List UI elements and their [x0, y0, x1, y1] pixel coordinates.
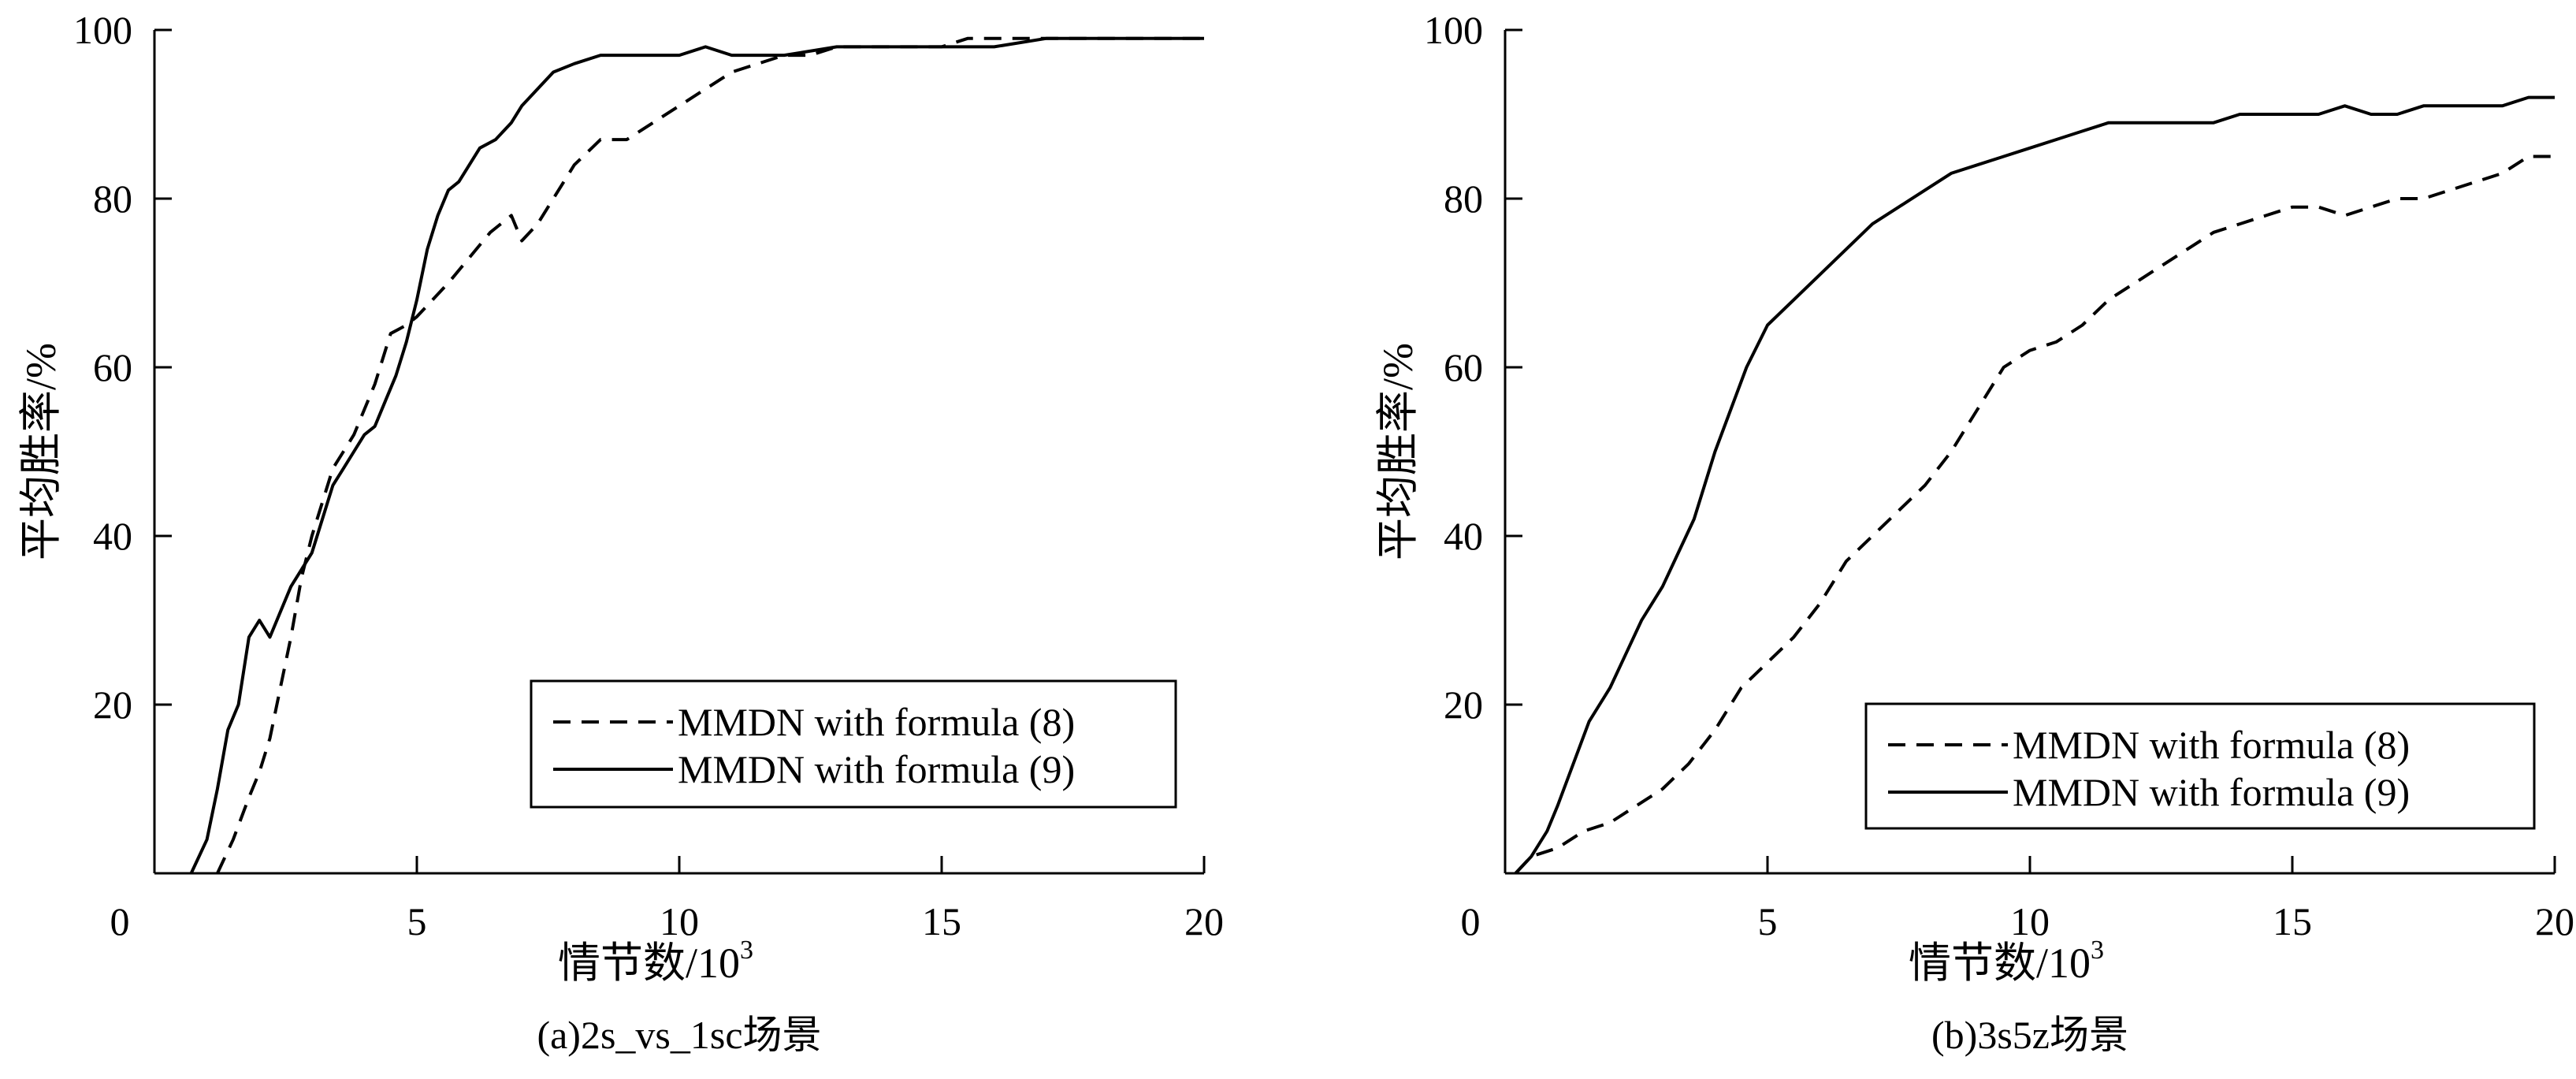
series-line-1 [1514, 154, 2555, 875]
y-tick-label: 20 [93, 683, 132, 727]
y-tick-label: 80 [93, 177, 132, 221]
x-axis-label: 情节数/103 [558, 936, 753, 987]
chart-panel-2: 0 5 10 15 20 20 40 60 80 100 MMDN with formula (8)… [1374, 8, 2574, 1057]
x-axis-label-text: 情节数/10 [1909, 939, 2091, 987]
y-tick-label: 60 [93, 345, 132, 389]
x-tick-label: 15 [922, 899, 961, 943]
legend-label-2: MMDN with formula (9) [2013, 770, 2410, 814]
x-axis-label-exponent: 3 [740, 936, 753, 965]
x-tick-label: 20 [1184, 899, 1224, 943]
legend-label-2: MMDN with formula (9) [678, 747, 1075, 791]
x-axis-label-text: 情节数/10 [558, 939, 740, 987]
x-tick-label: 15 [2273, 899, 2312, 943]
y-tick-label: 100 [1424, 8, 1483, 52]
x-tick-label: 5 [1758, 899, 1778, 943]
chart-caption: (a)2s_vs_1sc场景 [537, 1013, 821, 1057]
legend-label-1: MMDN with formula (8) [2013, 723, 2410, 767]
x-tick-label: 5 [407, 899, 427, 943]
y-axis-label: 平均胜率/% [1374, 343, 1422, 560]
legend-label-1: MMDN with formula (8) [678, 700, 1075, 744]
series-line-2 [1514, 95, 2555, 875]
y-tick-label: 100 [73, 8, 132, 52]
series-line-2 [189, 36, 1204, 874]
y-axis-label: 平均胜率/% [17, 343, 65, 560]
legend-box [530, 679, 1177, 809]
y-tick-label: 80 [1444, 177, 1483, 221]
x-axis-label: 情节数/103 [1909, 936, 2104, 987]
x-tick-label: 10 [2010, 899, 2050, 943]
x-tick-label: 0 [110, 899, 130, 943]
y-tick-label: 60 [1444, 345, 1483, 389]
x-tick-label: 0 [1461, 899, 1481, 943]
x-axis-label-exponent: 3 [2091, 936, 2104, 965]
y-tick-label: 20 [1444, 683, 1483, 727]
y-tick-label: 40 [93, 514, 132, 558]
chart-panel-1: 0 5 10 15 20 20 40 60 80 100 MMDN with formula (8)… [17, 8, 1224, 1057]
chart-caption: (b)3s5z场景 [1931, 1013, 2128, 1057]
x-tick-label: 10 [660, 899, 699, 943]
legend: MMDN with formula (8)MMDN with formula (… [530, 679, 1177, 809]
legend-box [1864, 702, 2536, 830]
x-tick-label: 20 [2535, 899, 2574, 943]
legend: MMDN with formula (8)MMDN with formula (… [1864, 702, 2536, 830]
y-tick-label: 40 [1444, 514, 1483, 558]
series-line-1 [216, 36, 1204, 874]
